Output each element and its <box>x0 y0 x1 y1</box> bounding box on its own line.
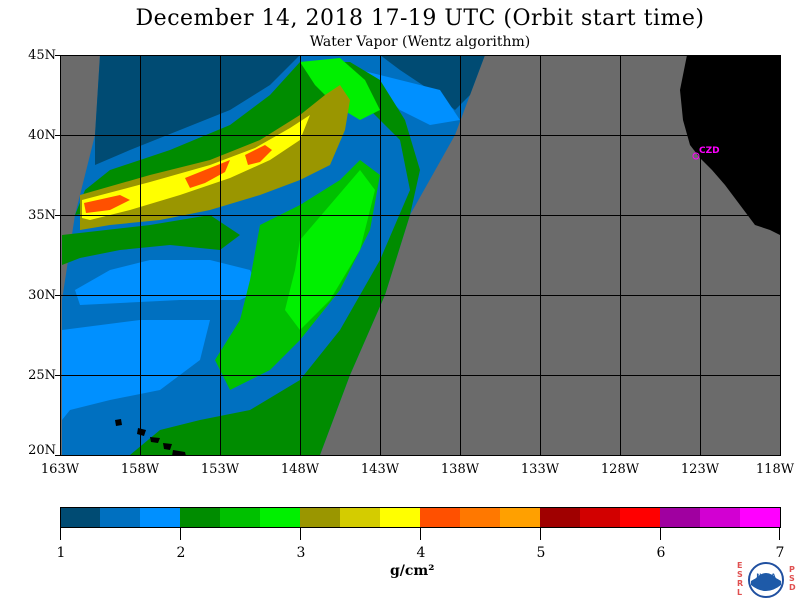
logo-letter-e: E <box>737 561 743 570</box>
lat-label-30n: 30N <box>28 288 56 303</box>
map-frame <box>60 55 781 456</box>
colorbar-segment <box>660 507 701 527</box>
vapor-yellow-plume <box>82 115 310 220</box>
hawaii-island <box>137 428 146 436</box>
colorbar-units: g/cm² <box>390 563 435 579</box>
colorbar <box>60 507 781 527</box>
colorbar-segment <box>540 507 581 527</box>
colorbar-segment <box>500 507 541 527</box>
colorbar-label-4: 4 <box>416 545 426 561</box>
lat-label-25n: 25N <box>28 368 56 383</box>
colorbar-ticks <box>60 527 780 540</box>
lat-label-45n: 45N <box>28 48 56 63</box>
logo-text: NOAA <box>756 573 776 580</box>
vapor-green-band <box>62 215 240 265</box>
lon-label-118w: 118W <box>755 462 795 477</box>
vapor-medium-blue-region <box>360 70 460 125</box>
vapor-low-region <box>95 55 300 165</box>
vapor-orange-core <box>84 195 130 213</box>
colorbar-segment <box>180 507 221 527</box>
lon-label-128w: 128W <box>600 462 640 477</box>
lat-label-20n: 20N <box>28 443 56 458</box>
lat-label-40n: 40N <box>28 128 56 143</box>
map-grid <box>60 55 780 455</box>
colorbar-segment <box>100 507 141 527</box>
vapor-orange-core <box>245 145 272 165</box>
vapor-low-region <box>380 55 485 110</box>
lon-label-123w: 123W <box>680 462 720 477</box>
lon-label-143w: 143W <box>360 462 400 477</box>
vapor-brightest-green <box>285 170 375 330</box>
colorbar-segment <box>700 507 741 527</box>
logo-letter-l: L <box>737 588 743 597</box>
noaa-emblem-icon: NOAA <box>748 562 784 598</box>
colorbar-segment <box>60 507 101 527</box>
noaa-logo: E S R L NOAA P S D <box>733 560 799 600</box>
lon-label-148w: 148W <box>280 462 320 477</box>
colorbar-segment <box>140 507 181 527</box>
hawaii-island <box>172 450 186 456</box>
page-title: December 14, 2018 17-19 UTC (Orbit start… <box>135 6 705 31</box>
logo-letter-s: S <box>737 570 743 579</box>
colorbar-label-3: 3 <box>296 545 306 561</box>
vapor-orange-core <box>185 160 230 188</box>
colorbar-segment <box>220 507 261 527</box>
colorbar-label-2: 2 <box>176 545 186 561</box>
lon-label-163w: 163W <box>40 462 80 477</box>
colorbar-segment <box>260 507 301 527</box>
logo-letter-r: R <box>737 579 744 588</box>
lon-label-138w: 138W <box>440 462 480 477</box>
page-subtitle: Water Vapor (Wentz algorithm) <box>309 34 531 50</box>
lat-label-35n: 35N <box>28 208 56 223</box>
logo-letter-s2: S <box>789 574 795 583</box>
colorbar-segment <box>420 507 461 527</box>
logo-letter-p: P <box>789 565 795 574</box>
coast-marker <box>692 152 700 160</box>
colorbar-label-7: 7 <box>775 545 785 561</box>
vapor-green-band <box>75 62 420 455</box>
coast-station-label: CZD <box>699 146 720 156</box>
hawaii-island <box>115 419 122 426</box>
colorbar-segment <box>340 507 381 527</box>
lon-label-153w: 153W <box>200 462 240 477</box>
colorbar-segment <box>740 507 781 527</box>
hawaii-island <box>150 437 160 443</box>
colorbar-segment <box>460 507 501 527</box>
hawaii-island <box>163 443 172 450</box>
map-ticks <box>55 55 60 456</box>
logo-letter-d: D <box>789 583 796 592</box>
lon-label-158w: 158W <box>120 462 160 477</box>
colorbar-segment <box>380 507 421 527</box>
colorbar-segment <box>620 507 661 527</box>
california-land <box>680 55 780 235</box>
vapor-medium-blue-region <box>62 320 210 420</box>
colorbar-label-5: 5 <box>536 545 546 561</box>
vapor-medium-blue-region <box>75 260 260 305</box>
colorbar-label-1: 1 <box>56 545 66 561</box>
colorbar-label-6: 6 <box>656 545 666 561</box>
colorbar-segment <box>300 507 341 527</box>
colorbar-segment <box>580 507 621 527</box>
lon-label-133w: 133W <box>520 462 560 477</box>
